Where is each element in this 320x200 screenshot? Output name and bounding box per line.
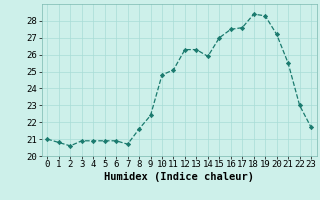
X-axis label: Humidex (Indice chaleur): Humidex (Indice chaleur) — [104, 172, 254, 182]
